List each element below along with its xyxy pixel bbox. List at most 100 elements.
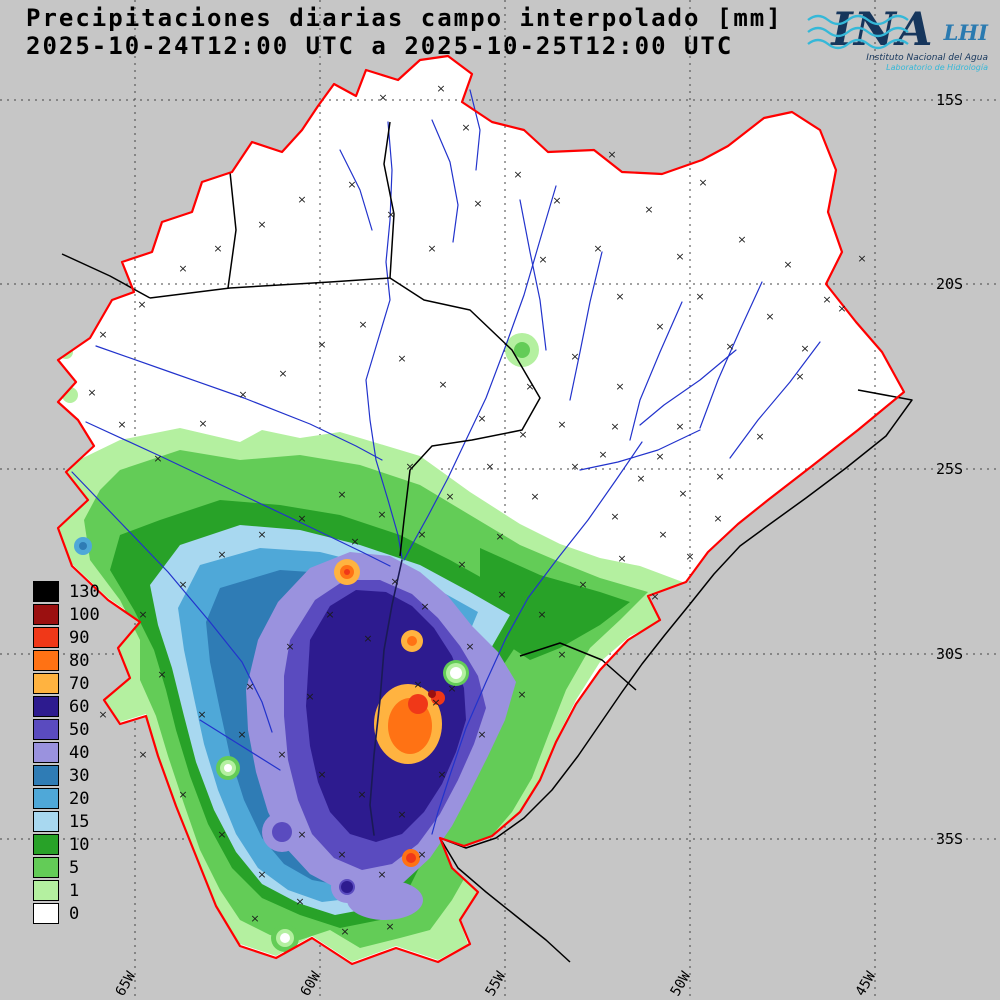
precipitation-field [58, 333, 700, 962]
legend-value: 60 [69, 696, 90, 717]
station-marker: × [377, 868, 386, 881]
legend-swatch [33, 742, 59, 763]
station-marker: × [317, 768, 326, 781]
legend-swatch [33, 650, 59, 671]
station-marker: × [217, 828, 226, 841]
station-markers: × × × × × × × × × × × × × × × × × × × × × × × × × × × × × × × × × × × × × × × ×… [87, 82, 866, 938]
station-marker: × [615, 380, 624, 393]
station-marker: × [413, 678, 422, 691]
latitude-labels: 15S 20S 25S 30S 35S [936, 91, 963, 848]
station-marker: × [138, 608, 147, 621]
station-marker: × [655, 320, 664, 333]
station-marker: × [615, 290, 624, 303]
map-title: Precipitaciones diarias campo interpolad… [26, 4, 783, 32]
station-marker: × [317, 338, 326, 351]
station-marker: × [397, 352, 406, 365]
legend-value: 1 [69, 880, 80, 901]
legend-swatch [33, 604, 59, 625]
legend-value: 40 [69, 742, 90, 763]
station-marker: × [390, 575, 399, 588]
station-marker: × [537, 608, 546, 621]
legend-value: 10 [69, 834, 90, 855]
station-marker: × [337, 848, 346, 861]
legend-swatch [33, 673, 59, 694]
station-marker: × [157, 668, 166, 681]
station-marker: × [295, 895, 304, 908]
legend-entry: 40 [33, 741, 100, 764]
station-marker: × [465, 640, 474, 653]
station-marker: × [598, 448, 607, 461]
basin-boundary [56, 54, 906, 966]
station-marker: × [137, 298, 146, 311]
legend-value: 30 [69, 765, 90, 786]
legend-value: 50 [69, 719, 90, 740]
station-marker: × [636, 472, 645, 485]
station-marker: × [438, 378, 447, 391]
ina-logo: INA LHI Instituto Nacional del Agua Labo… [778, 6, 988, 86]
station-marker: × [117, 418, 126, 431]
station-marker: × [644, 203, 653, 216]
station-marker: × [178, 262, 187, 275]
legend-swatch [33, 719, 59, 740]
station-marker: × [198, 417, 207, 430]
legend-swatch [33, 834, 59, 855]
station-marker: × [178, 788, 187, 801]
latitude-label: 30S [936, 645, 963, 663]
station-marker: × [417, 848, 426, 861]
station-marker: × [447, 682, 456, 695]
station-marker: × [461, 121, 470, 134]
station-marker: × [495, 530, 504, 543]
station-marker: × [685, 550, 694, 563]
station-marker: × [350, 535, 359, 548]
station-marker: × [277, 748, 286, 761]
legend-swatch [33, 857, 59, 878]
station-marker: × [517, 688, 526, 701]
station-marker: × [513, 168, 522, 181]
legend-swatch [33, 581, 59, 602]
station-marker: × [675, 420, 684, 433]
legend-entry: 100 [33, 603, 100, 626]
station-marker: × [617, 552, 626, 565]
station-marker: × [607, 148, 616, 161]
station-marker: × [285, 640, 294, 653]
legend-swatch [33, 811, 59, 832]
ina-institute-name: Instituto Nacional del Agua [866, 53, 988, 63]
station-marker: × [98, 708, 107, 721]
station-marker: × [795, 370, 804, 383]
ina-logo-text: INA [831, 2, 934, 56]
station-marker: × [755, 430, 764, 443]
station-marker: × [715, 470, 724, 483]
legend-entry: 50 [33, 718, 100, 741]
station-marker: × [473, 197, 482, 210]
station-marker: × [698, 176, 707, 189]
station-marker: × [420, 600, 429, 613]
station-marker: × [436, 82, 445, 95]
station-marker: × [358, 318, 367, 331]
legend-entry: 60 [33, 695, 100, 718]
legend-entry: 15 [33, 810, 100, 833]
color-scale-legend: 130 100 90 80 70 60 50 40 30 20 15 10 5 1 0 [33, 580, 100, 925]
station-marker: × [178, 578, 187, 591]
legend-value: 80 [69, 650, 90, 671]
legend-value: 130 [69, 581, 100, 602]
station-marker: × [765, 310, 774, 323]
station-marker: × [337, 488, 346, 501]
station-marker: × [237, 728, 246, 741]
station-marker: × [658, 528, 667, 541]
legend-swatch [33, 627, 59, 648]
station-marker: × [217, 548, 226, 561]
station-marker: × [305, 690, 314, 703]
station-marker: × [397, 808, 406, 821]
station-marker: × [153, 452, 162, 465]
station-marker: × [485, 460, 494, 473]
station-marker: × [530, 490, 539, 503]
station-marker: × [138, 748, 147, 761]
legend-entry: 5 [33, 856, 100, 879]
map-date-range: 2025-10-24T12:00 UTC a 2025-10-25T12:00 … [26, 32, 734, 60]
station-marker: × [87, 386, 96, 399]
station-marker: × [378, 91, 387, 104]
station-marker: × [278, 367, 287, 380]
station-marker: × [347, 178, 356, 191]
station-marker: × [357, 788, 366, 801]
